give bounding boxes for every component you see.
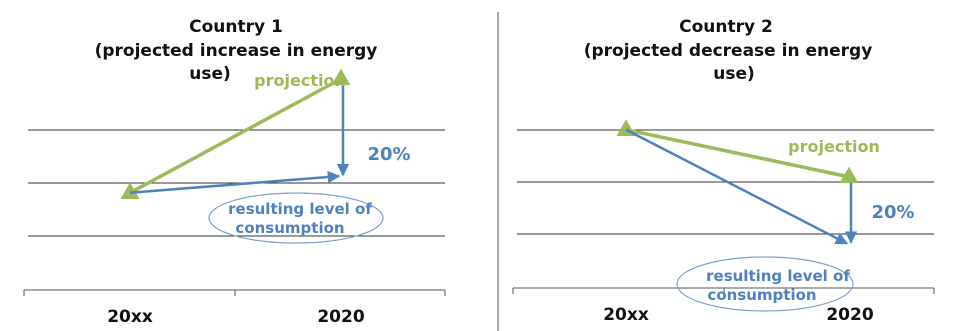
chart-2-consumption-callout xyxy=(676,256,854,312)
chart-1-title-line-3: use) xyxy=(189,64,231,84)
chart-2-projection-label: projection xyxy=(788,137,880,156)
chart-2-x-tick-label: 20xx xyxy=(603,305,649,325)
chart-1-projection-label: projection xyxy=(254,71,346,90)
chart-1-percent-label: 20% xyxy=(367,144,410,165)
chart-2-percent-label: 20% xyxy=(871,202,914,223)
chart-2-title-line-2: (projected decrease in energy xyxy=(584,41,873,61)
chart-2-consumption-label-line-2: consumption xyxy=(707,286,816,304)
chart-1-x-tick-label: 2020 xyxy=(317,307,364,327)
chart-country-2: Country 2 (projected decrease in energy … xyxy=(512,17,935,325)
chart-1-consumption-label-line-2: consumption xyxy=(235,219,344,237)
chart-1-title-line-2: (projected increase in energy xyxy=(95,41,378,61)
chart-2-projection-line xyxy=(625,127,850,179)
chart-2-title-line-1: Country 2 xyxy=(679,17,773,37)
chart-2-x-tick-label: 2020 xyxy=(826,305,873,325)
chart-1-projection-point xyxy=(331,68,351,86)
chart-2-title-line-3: use) xyxy=(713,64,755,84)
chart-1-consumption-callout xyxy=(208,192,384,244)
chart-1-consumption-label-line-1: resulting level of xyxy=(228,200,372,218)
chart-2-consumption-label-line-1: resulting level of xyxy=(706,267,850,285)
chart-1-title-line-1: Country 1 xyxy=(189,17,283,37)
chart-1-consumption-line xyxy=(129,170,341,195)
chart-2-consumption-line xyxy=(625,128,849,245)
chart-1-projection-line xyxy=(129,77,342,195)
chart-1-projection-point xyxy=(120,182,140,200)
chart-2-projection-point xyxy=(839,166,859,184)
chart-1-x-tick-label: 20xx xyxy=(107,307,153,327)
chart-country-1: Country 1 (projected increase in energy … xyxy=(23,17,446,327)
